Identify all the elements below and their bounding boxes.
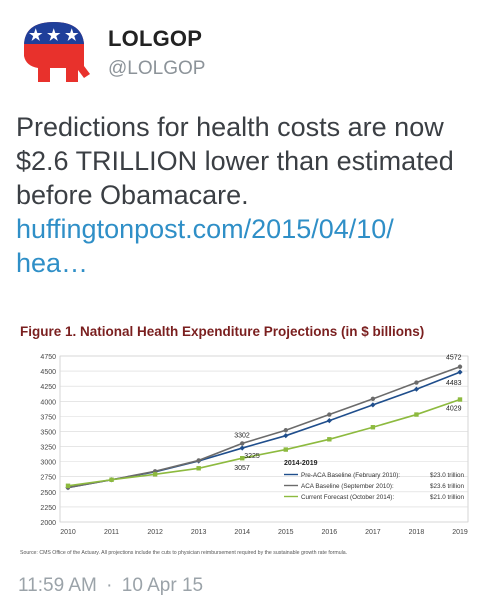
x-tick-label: 2014: [234, 529, 250, 536]
data-label: 4483: [446, 380, 462, 387]
data-point: [283, 447, 288, 452]
y-tick-label: 4250: [40, 384, 56, 391]
x-tick-label: 2013: [191, 529, 207, 536]
data-label: 3302: [234, 432, 250, 439]
data-label: 3057: [234, 465, 250, 472]
legend-label: Current Forecast (October 2014):: [301, 494, 394, 501]
x-tick-label: 2019: [452, 529, 468, 536]
data-point: [239, 445, 245, 451]
y-tick-label: 2500: [40, 490, 56, 497]
x-tick-label: 2018: [409, 529, 425, 536]
data-point: [152, 472, 158, 477]
line-chart: Figure 1. National Health Expenditure Pr…: [20, 324, 469, 556]
timestamp-separator: ·: [106, 575, 113, 596]
y-tick-label: 4500: [40, 369, 56, 376]
data-point: [413, 386, 420, 392]
legend-total: $23.0 trillion: [430, 472, 464, 479]
y-tick-label: 3000: [40, 460, 56, 467]
data-point: [414, 380, 419, 385]
data-point: [283, 428, 288, 433]
x-tick-label: 2012: [147, 529, 163, 536]
chart-source: Source: CMS Office of the Actuary. All p…: [20, 550, 347, 556]
plot-frame: [59, 355, 469, 523]
data-point: [370, 396, 376, 402]
x-tick-label: 2016: [322, 529, 338, 536]
y-tick-label: 4000: [40, 399, 56, 406]
svg-text:★: ★: [29, 27, 43, 44]
x-tick-label: 2010: [60, 529, 76, 536]
y-tick-label: 2000: [40, 520, 56, 527]
y-tick-label: 2750: [40, 475, 56, 482]
data-point: [240, 441, 245, 446]
legend-total: $23.6 trillion: [430, 483, 464, 490]
svg-text:★: ★: [47, 27, 61, 44]
data-point: [109, 477, 114, 482]
tweet-link-line-2[interactable]: hea…: [16, 248, 89, 278]
chart-title: Figure 1. National Health Expenditure Pr…: [20, 324, 424, 339]
tweet-link-line-1[interactable]: huffingtonpost.com/2015/04/10/: [16, 214, 394, 244]
y-tick-label: 3250: [40, 445, 56, 452]
tweet-time: 11:59 AM: [18, 575, 97, 596]
data-label: 4029: [446, 406, 462, 413]
tweet-body: Predictions for health costs are now $2.…: [16, 112, 454, 210]
series-line: [67, 398, 461, 487]
timestamp[interactable]: 11:59 AM · 10 Apr 15: [16, 575, 205, 597]
y-tick-label: 2250: [40, 505, 56, 512]
legend-label: ACA Baseline (September 2010):: [301, 483, 394, 490]
display-name[interactable]: LOLGOP: [108, 26, 203, 51]
gop-elephant-icon: ★ ★ ★: [24, 22, 90, 82]
data-point: [457, 364, 463, 369]
chart-figure[interactable]: Figure 1. National Health Expenditure Pr…: [16, 318, 486, 560]
tweet-date: 10 Apr 15: [121, 575, 204, 596]
x-tick-label: 2015: [278, 529, 294, 536]
avatar[interactable]: ★ ★ ★: [20, 16, 92, 88]
data-point: [326, 417, 332, 424]
x-tick-label: 2011: [104, 529, 119, 536]
data-point: [327, 437, 332, 442]
data-point: [414, 412, 419, 417]
y-tick-label: 3500: [40, 429, 56, 436]
data-point: [240, 455, 245, 461]
legend-total: $21.0 trillion: [430, 494, 464, 501]
series-line: [67, 365, 461, 489]
user-handle[interactable]: @LOLGOP: [108, 58, 206, 79]
data-label: 3225: [244, 453, 260, 460]
y-tick-label: 4750: [40, 354, 56, 361]
legend-title: 2014-2019: [284, 460, 318, 467]
data-point: [457, 369, 463, 375]
y-tick-label: 3750: [40, 414, 56, 421]
data-label: 4572: [446, 355, 462, 362]
tweet-text: Predictions for health costs are now $2.…: [16, 110, 486, 280]
data-point: [370, 402, 376, 408]
data-point: [196, 458, 201, 463]
x-tick-label: 2017: [365, 529, 381, 536]
legend-label: Pre-ACA Baseline (February 2010):: [301, 472, 400, 479]
series-line: [67, 371, 461, 489]
data-point: [457, 397, 463, 402]
svg-text:★: ★: [65, 27, 79, 44]
data-point: [196, 466, 201, 471]
data-point: [283, 433, 289, 439]
data-point: [370, 425, 376, 430]
data-point: [327, 412, 332, 417]
data-point: [65, 483, 71, 488]
